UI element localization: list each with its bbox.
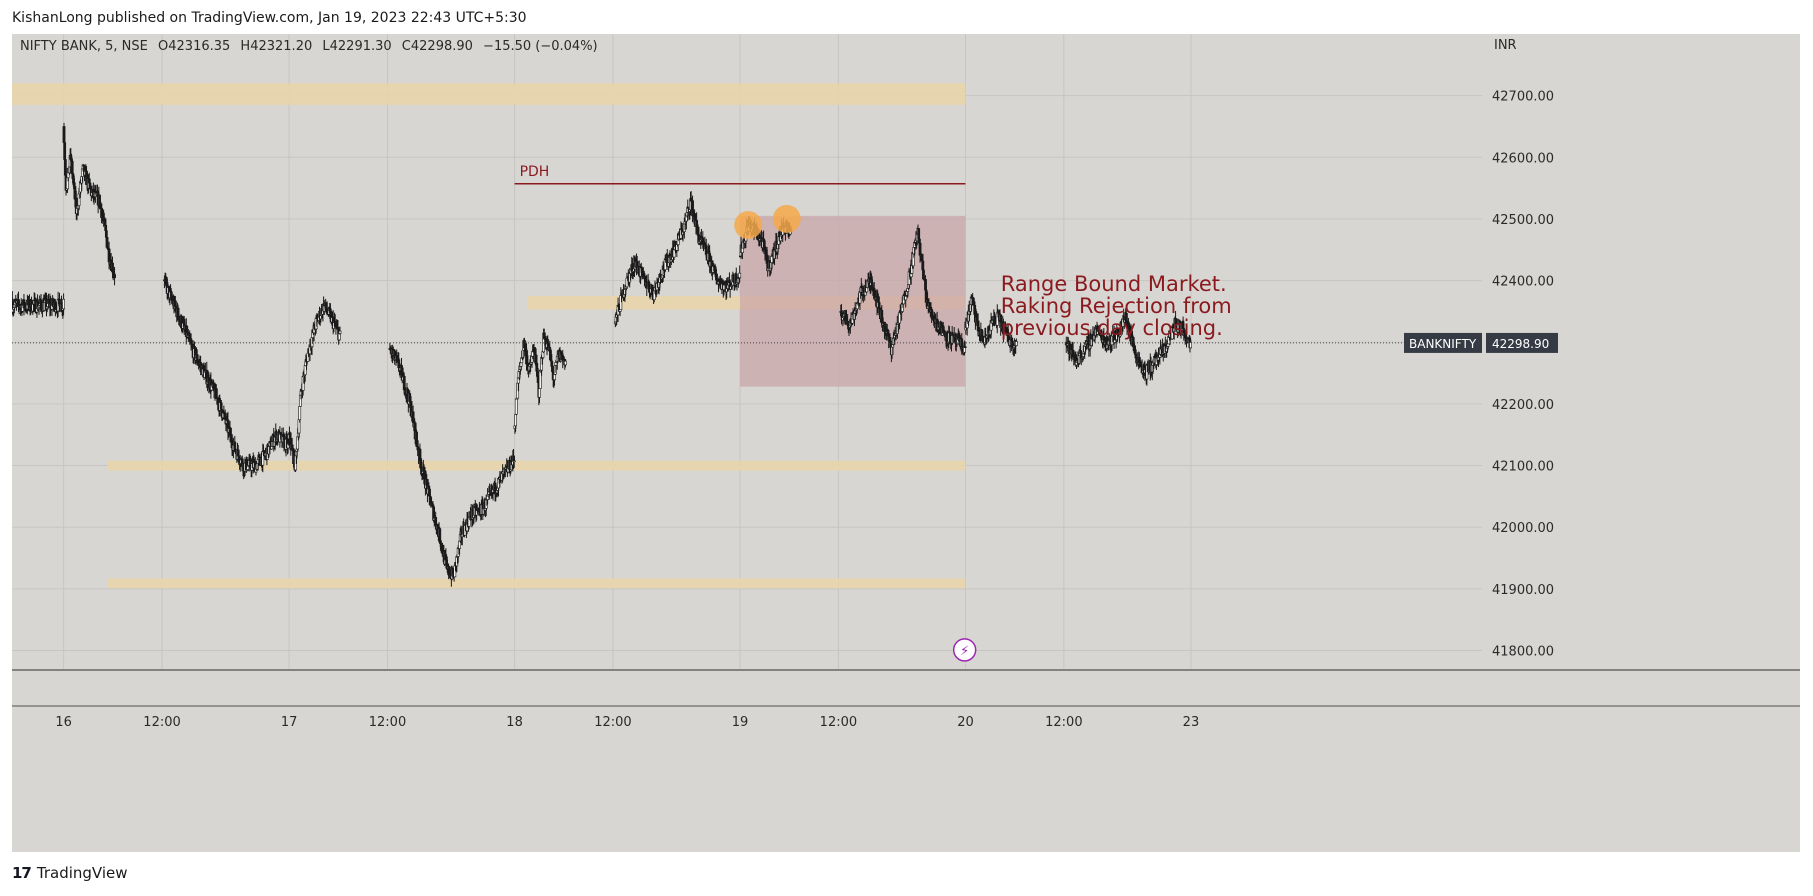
candle-body [338,330,342,334]
candle-body [514,413,517,427]
x-tick-label: 23 [1183,715,1200,730]
tradingview-brand: TradingView [36,864,128,882]
symbol-badge-label: BANKNIFTY [1409,337,1477,351]
candle-body [877,302,881,309]
candle-body [428,488,431,497]
x-tick-label: 12:00 [820,715,857,730]
candle-body [176,307,180,318]
x-tick-label: 20 [957,715,974,730]
y-tick-label: 41800.00 [1492,645,1554,660]
x-tick-label: 12:00 [1045,715,1082,730]
candle-body [512,460,516,463]
tradingview-footer[interactable]: 17 TradingView [12,864,128,882]
candle-body [538,370,542,389]
candle-body [270,446,274,450]
y-tick-label: 41900.00 [1492,583,1554,598]
y-tick-label: 42400.00 [1492,275,1554,290]
legend-low: 42291.30 [330,39,392,54]
x-tick-label: 17 [281,715,298,730]
legend-open: 42316.35 [168,39,230,54]
candle-body [1166,343,1170,347]
legend-high-label: H [240,39,250,54]
rejection-circle [734,211,763,240]
x-tick-label: 18 [506,715,523,730]
legend-change: −15.50 (−0.04%) [483,39,598,54]
legend-low-label: L [322,39,330,54]
candle-body [1014,341,1018,346]
price-zone [12,83,966,105]
y-tick-label: 42000.00 [1492,521,1554,536]
candle-body [738,272,742,279]
x-tick-label: 16 [55,715,72,730]
annotation-line: Raking Rejection from [1001,294,1232,318]
candle-body [930,309,934,316]
candle-body [762,238,766,243]
candle-body [434,517,438,526]
range-box [740,215,966,387]
candle-body [233,441,237,452]
last-price-label: 42298.90 [1492,337,1549,351]
annotation-line: Range Bound Market. [1001,272,1227,296]
legend-symbol: NIFTY BANK, 5, NSE [20,39,148,54]
last-price-badge [1486,332,1558,353]
candle-body [298,406,302,421]
price-zone [107,460,966,471]
candle-body [538,388,541,398]
candle-body [1133,345,1136,351]
candle-body [104,230,108,238]
legend-high: 42321.20 [250,39,312,54]
range-box-layer [740,215,966,387]
candle-body [564,360,567,366]
candle-body [1134,354,1138,359]
candle-body [219,400,222,404]
flash-glyph: ⚡ [960,644,969,659]
candle-body [963,346,967,348]
x-tick-label: 12:00 [143,715,180,730]
annotation-overlay: PDH Range Bound Market.Raking Rejection f… [12,164,1482,662]
legend-open-label: O [158,39,168,54]
symbol-badge [1404,332,1482,353]
y-tick-label: 42500.00 [1492,213,1554,228]
candle-body [672,249,676,258]
x-tick-label: 12:00 [594,715,631,730]
axes: 41800.00 41900.00 42000.00 42100.00 42200.00… [12,90,1800,730]
tradingview-logo-icon: 17 [12,864,32,882]
ohlc-legend: NIFTY BANK, 5, NSE O42316.35 H42321.20 L… [20,39,598,54]
candle-body [303,365,307,376]
candle-body [741,247,744,253]
rejection-circle [772,204,801,233]
price-zone [107,578,966,589]
y-tick-label: 42200.00 [1492,398,1554,413]
candle-body [219,402,223,410]
chart-pane[interactable]: PDH Range Bound Market. Raking Rejection f… [12,34,1800,852]
y-tick-label: 42600.00 [1492,151,1554,166]
candle-body [514,398,518,415]
y-tick-label: 42700.00 [1492,90,1554,105]
pdh-label: PDH [520,164,550,180]
published-by-text: KishanLong published on TradingView.com,… [12,10,527,26]
candle-body [519,362,523,367]
candle-body [62,298,65,310]
annotation-line: previous day closing. [1001,316,1223,340]
candle-body [1189,342,1193,349]
candle-body [63,159,67,176]
currency-label: INR [1494,38,1517,53]
candle-body [918,242,922,256]
flash-marker-icon [952,638,977,662]
x-tick-label: 19 [732,715,749,730]
y-tick-label: 42100.00 [1492,460,1554,475]
candles [12,122,1193,587]
x-tick-label: 12:00 [369,715,406,730]
candle-body [447,566,451,575]
price-chart[interactable]: PDH Range Bound Market.Raking Rejection f… [12,34,1800,852]
legend-close-label: C [402,39,411,54]
legend-close: 42298.90 [411,39,473,54]
candle-body [113,274,116,279]
candle-body [972,301,976,306]
